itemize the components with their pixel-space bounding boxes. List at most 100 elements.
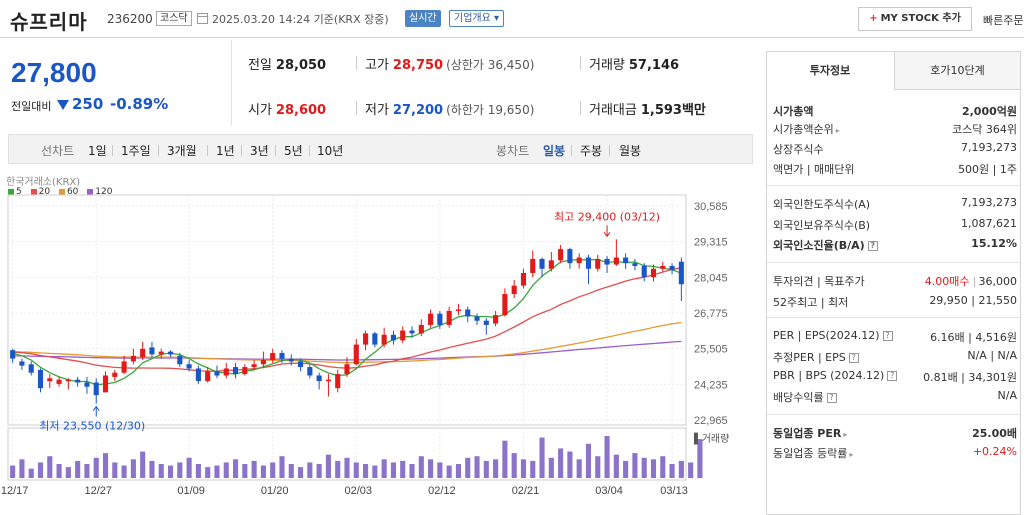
high-label: 고가 — [365, 58, 389, 73]
candle-body — [585, 257, 592, 269]
candle-body — [344, 364, 350, 375]
volume-bar — [242, 464, 248, 478]
info-row: PER | EPS(2024.12)? 6.16배 | 4,516원 — [773, 329, 1017, 347]
candle-body — [205, 371, 211, 382]
volume-bar — [372, 465, 378, 478]
volume-bar — [335, 460, 341, 478]
divider — [112, 145, 113, 156]
candle-body — [19, 361, 25, 366]
y-tick-label: 24,235 — [694, 379, 728, 391]
candle-body — [288, 358, 294, 362]
period-1w[interactable]: 1주일 — [121, 144, 151, 158]
candle-body — [641, 265, 647, 278]
x-tick-label: 12/27 — [84, 485, 112, 497]
candle-monthly[interactable]: 월봉 — [619, 144, 642, 158]
candle-body — [149, 347, 155, 355]
line-chart-label: 선차트 — [41, 144, 75, 158]
low-label: 저가 — [365, 103, 389, 118]
info-key: 투자의견 | 목표주가 — [773, 275, 865, 288]
help-icon[interactable]: ? — [848, 353, 859, 363]
volume-bar — [688, 462, 694, 478]
info-value: 1,087,621 — [961, 217, 1017, 230]
candle-daily[interactable]: 일봉 — [543, 144, 566, 158]
help-icon[interactable]: ? — [887, 371, 898, 381]
period-10y[interactable]: 10년 — [317, 144, 344, 158]
candle-body — [623, 257, 629, 264]
volume-bar — [344, 457, 350, 478]
volume-bar — [400, 460, 406, 478]
info-key: PER | EPS(2024.12) — [773, 329, 880, 342]
period-3m[interactable]: 3개월 — [167, 144, 197, 158]
candle-body — [102, 375, 109, 393]
quick-order-link[interactable]: 빠른주문 — [983, 14, 1024, 27]
candle-body — [372, 333, 378, 345]
info-key: 시가총액 — [773, 105, 814, 118]
mystock-add-label: MY STOCK 추가 — [880, 13, 961, 24]
info-row[interactable]: 동일업종 등락률 ▸ +0.24% — [773, 445, 1017, 463]
info-row: PBR | BPS (2024.12)? 0.81배 | 34,301원 — [773, 369, 1017, 387]
volume-bar — [307, 462, 313, 478]
volume-bar — [669, 464, 675, 478]
volume-bar — [446, 465, 452, 478]
help-icon[interactable]: ? — [867, 241, 878, 251]
info-value: 코스닥 364위 — [952, 123, 1017, 136]
chevron-right-icon: ▸ — [835, 126, 840, 135]
help-icon[interactable]: ? — [882, 331, 893, 341]
opinion-value: 4.00매수 — [924, 275, 970, 288]
divider — [973, 277, 975, 287]
volume-bar — [660, 456, 666, 478]
period-5y[interactable]: 5년 — [284, 144, 303, 158]
volume-bar — [697, 439, 703, 478]
candle-body — [511, 285, 517, 295]
tab-orderbook[interactable]: 호가10단계 — [894, 52, 1020, 90]
volume-bar — [121, 465, 127, 478]
period-1d[interactable]: 1일 — [88, 144, 107, 158]
stock-chart[interactable]: 한국거래소(KRX) 5 20 60 120 30,585 29,315 28,04… — [0, 170, 754, 515]
volume-bar — [112, 462, 118, 478]
high-annotation-arrowhead — [603, 231, 611, 238]
info-row[interactable]: 시가총액순위 ▸ 코스닥 364위 — [773, 121, 1017, 139]
x-tick-label: 01/09 — [177, 485, 205, 497]
x-tick-label: 03/13 — [660, 485, 688, 497]
candle-weekly[interactable]: 주봉 — [580, 144, 603, 158]
info-row[interactable]: 동일업종 PER ▸ 25.00배 — [773, 425, 1017, 443]
candle-body — [177, 355, 183, 365]
candle-body — [37, 369, 44, 389]
volume-bar — [130, 459, 136, 478]
mystock-add-button[interactable]: + MY STOCK 추가 — [858, 7, 972, 31]
volume-bar — [260, 465, 266, 478]
volume-bar — [493, 459, 499, 478]
y-tick-label: 25,505 — [694, 344, 728, 356]
low-annotation: 최저 23,550 (12/30) — [39, 420, 145, 433]
info-value: N/A | N/A — [967, 349, 1017, 362]
calendar-icon — [197, 13, 208, 24]
candle-body — [455, 309, 462, 311]
candle-body — [130, 355, 136, 362]
help-icon[interactable]: ? — [826, 393, 837, 403]
period-1y[interactable]: 1년 — [216, 144, 235, 158]
x-tick-label: 02/12 — [428, 485, 456, 497]
volume-bar — [298, 467, 304, 478]
volume-bar — [363, 464, 369, 478]
ma-label: 20 — [38, 187, 51, 197]
tab-investment-info[interactable]: 투자정보 — [767, 52, 893, 90]
volume-bar — [530, 460, 536, 478]
candle-body — [381, 334, 387, 345]
info-key: 외국인소진율(B/A) — [773, 239, 865, 252]
candle-body — [270, 353, 276, 361]
company-overview-button[interactable]: 기업개요 ▾ — [449, 10, 505, 27]
ma-label: 120 — [95, 187, 113, 197]
low-annotation-arrowhead — [92, 405, 100, 411]
volume-bar — [93, 457, 99, 478]
volume-bar — [19, 459, 25, 478]
realtime-button[interactable]: 실시간 — [405, 10, 441, 27]
divider — [571, 145, 572, 156]
volume-bar — [140, 451, 146, 478]
volume-bar — [316, 464, 322, 478]
panel-tabs: 투자정보 호가10단계 — [767, 52, 1020, 90]
amount-label: 거래대금 — [589, 103, 637, 118]
y-tick-label: 29,315 — [694, 237, 728, 249]
info-row: 상장주식수 7,193,273 — [773, 141, 1017, 159]
period-3y[interactable]: 3년 — [250, 144, 269, 158]
divider — [767, 262, 1020, 263]
